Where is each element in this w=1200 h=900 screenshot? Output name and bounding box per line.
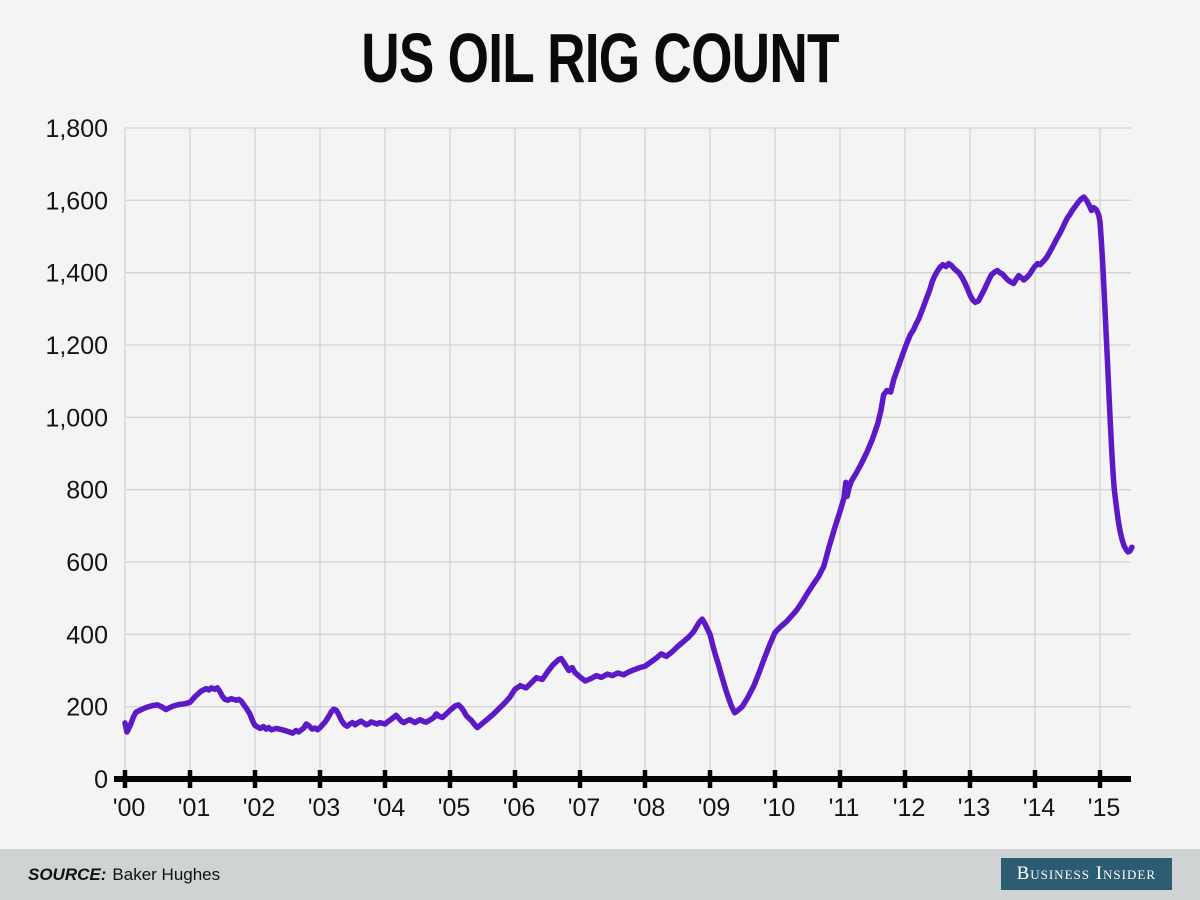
rig-count-line — [122, 194, 1135, 736]
data-line — [122, 194, 1135, 736]
brand-logo-text: Business Insider — [1016, 863, 1156, 884]
x-tick-label: '15 — [1088, 794, 1121, 822]
footer-bar: SOURCE: Baker Hughes Business Insider — [0, 849, 1200, 900]
x-tick-label: '07 — [568, 794, 601, 822]
y-tick-label: 400 — [66, 621, 108, 649]
x-tick-label: '06 — [503, 794, 536, 822]
x-tick-label: '03 — [308, 794, 341, 822]
x-tick-label: '09 — [698, 794, 731, 822]
source-label: SOURCE: — [28, 865, 107, 884]
y-tick-label: 1,800 — [45, 115, 108, 143]
gridlines — [124, 127, 1131, 779]
source-line: SOURCE: Baker Hughes — [28, 865, 220, 885]
x-axis — [114, 770, 1131, 788]
y-tick-label: 1,000 — [45, 404, 108, 432]
y-tick-label: 1,200 — [45, 332, 108, 360]
brand-logo: Business Insider — [1000, 858, 1172, 890]
y-tick-label: 600 — [66, 549, 108, 577]
x-tick-label: '01 — [178, 794, 211, 822]
y-tick-label: 200 — [66, 694, 108, 722]
x-tick-label: '04 — [373, 794, 406, 822]
x-axis-labels: '00 '01 '02 '03 '04 '05 '06 '07 '08 '09 '10 '11 '12 '… — [113, 794, 1121, 822]
x-tick-label: '14 — [1023, 794, 1056, 822]
y-axis-labels: 0 200 400 600 800 1,000 1,200 1,400 1,600 1,800 — [45, 115, 108, 794]
x-tick-label: '00 — [113, 794, 146, 822]
chart-canvas: 0 200 400 600 800 1,000 1,200 1,400 1,600 1,800 '… — [45, 115, 1135, 822]
chart-title: US OIL RIG COUNT — [361, 19, 839, 97]
y-tick-label: 800 — [66, 477, 108, 505]
y-tick-label: 0 — [94, 766, 108, 794]
x-tick-label: '10 — [763, 794, 796, 822]
x-tick-label: '02 — [243, 794, 276, 822]
x-tick-label: '13 — [958, 794, 991, 822]
y-tick-label: 1,600 — [45, 187, 108, 215]
source-value: Baker Hughes — [112, 865, 221, 884]
x-tick-label: '11 — [829, 794, 860, 822]
x-tick-label: '08 — [633, 794, 666, 822]
x-tick-label: '05 — [438, 794, 471, 822]
x-tick-label: '12 — [893, 794, 926, 822]
y-tick-label: 1,400 — [45, 260, 108, 288]
